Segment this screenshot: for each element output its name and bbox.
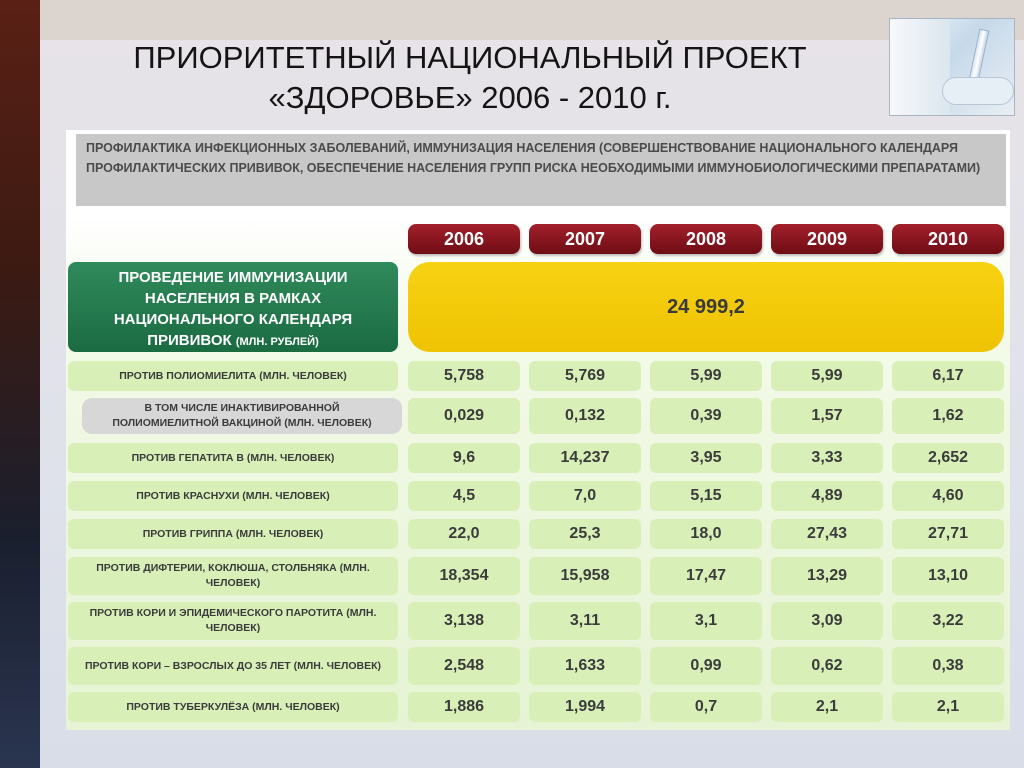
value-cell: 1,57: [771, 398, 883, 434]
value-cell: 1,886: [408, 692, 520, 722]
glove-hand: [942, 77, 1014, 105]
value-cell: 4,89: [771, 481, 883, 511]
value-cell: 3,11: [529, 602, 641, 640]
table-header-band: ПРОФИЛАКТИКА ИНФЕКЦИОННЫХ ЗАБОЛЕВАНИЙ, И…: [76, 134, 1006, 206]
value-cell: 5,769: [529, 361, 641, 391]
value-cell: 1,633: [529, 647, 641, 685]
row-label: ПРОТИВ КРАСНУХИ (МЛН. ЧЕЛОВЕК): [68, 481, 398, 511]
value-cell: 7,0: [529, 481, 641, 511]
value-cell: 18,354: [408, 557, 520, 595]
value-cell: 3,33: [771, 443, 883, 473]
value-cell: 1,62: [892, 398, 1004, 434]
value-cell: 18,0: [650, 519, 762, 549]
title-line-1: ПРИОРИТЕТНЫЙ НАЦИОНАЛЬНЫЙ ПРОЕКТ: [133, 40, 807, 75]
doctor-coat: [890, 19, 950, 115]
value-cell: 0,62: [771, 647, 883, 685]
row-label: ПРОТИВ ТУБЕРКУЛЁЗА (МЛН. ЧЕЛОВЕК): [68, 692, 398, 722]
value-cell: 3,22: [892, 602, 1004, 640]
value-cell: 4,5: [408, 481, 520, 511]
row-label: ПРОТИВ КОРИ – ВЗРОСЛЫХ ДО 35 ЛЕТ (МЛН. Ч…: [68, 647, 398, 685]
summary-value: 24 999,2: [408, 262, 1004, 352]
value-cell: 0,38: [892, 647, 1004, 685]
value-cell: 14,237: [529, 443, 641, 473]
value-cell: 25,3: [529, 519, 641, 549]
value-cell: 3,138: [408, 602, 520, 640]
title-line-2: «ЗДОРОВЬЕ» 2006 - 2010 г.: [268, 80, 672, 115]
value-cell: 0,132: [529, 398, 641, 434]
row-label: ПРОТИВ ДИФТЕРИИ, КОКЛЮША, СТОЛБНЯКА (МЛН…: [68, 557, 398, 595]
summary-label: ПРОВЕДЕНИЕ ИММУНИЗАЦИИ НАСЕЛЕНИЯ В РАМКА…: [68, 262, 398, 352]
value-cell: 13,29: [771, 557, 883, 595]
value-cell: 2,1: [771, 692, 883, 722]
value-cell: 27,71: [892, 519, 1004, 549]
value-cell: 3,95: [650, 443, 762, 473]
row-label: В ТОМ ЧИСЛЕ ИНАКТИВИРОВАННОЙ ПОЛИОМИЕЛИТ…: [82, 398, 402, 434]
value-cell: 9,6: [408, 443, 520, 473]
value-cell: 0,39: [650, 398, 762, 434]
value-cell: 2,548: [408, 647, 520, 685]
year-badge: 2006: [408, 224, 520, 254]
value-cell: 17,47: [650, 557, 762, 595]
year-badge: 2009: [771, 224, 883, 254]
value-cell: 2,1: [892, 692, 1004, 722]
value-cell: 3,09: [771, 602, 883, 640]
row-label: ПРОТИВ ГЕПАТИТА В (МЛН. ЧЕЛОВЕК): [68, 443, 398, 473]
year-badge: 2008: [650, 224, 762, 254]
slide-title: ПРИОРИТЕТНЫЙ НАЦИОНАЛЬНЫЙ ПРОЕКТ «ЗДОРОВ…: [70, 38, 870, 118]
left-decoration-strip: [0, 0, 40, 768]
year-badge: 2010: [892, 224, 1004, 254]
value-cell: 1,994: [529, 692, 641, 722]
value-cell: 13,10: [892, 557, 1004, 595]
row-label: ПРОТИВ ГРИППА (МЛН. ЧЕЛОВЕК): [68, 519, 398, 549]
value-cell: 27,43: [771, 519, 883, 549]
doctor-syringe-photo: [889, 18, 1015, 116]
year-badge: 2007: [529, 224, 641, 254]
value-cell: 5,99: [771, 361, 883, 391]
value-cell: 0,99: [650, 647, 762, 685]
row-label: ПРОТИВ КОРИ И ЭПИДЕМИЧЕСКОГО ПАРОТИТА (М…: [68, 602, 398, 640]
value-cell: 0,7: [650, 692, 762, 722]
row-label: ПРОТИВ ПОЛИОМИЕЛИТА (МЛН. ЧЕЛОВЕК): [68, 361, 398, 391]
value-cell: 4,60: [892, 481, 1004, 511]
value-cell: 0,029: [408, 398, 520, 434]
summary-unit: (МЛН. РУБЛЕЙ): [235, 336, 319, 348]
value-cell: 2,652: [892, 443, 1004, 473]
value-cell: 5,758: [408, 361, 520, 391]
summary-label-text: ПРОВЕДЕНИЕ ИММУНИЗАЦИИ НАСЕЛЕНИЯ В РАМКА…: [113, 269, 353, 349]
value-cell: 22,0: [408, 519, 520, 549]
value-cell: 6,17: [892, 361, 1004, 391]
value-cell: 5,99: [650, 361, 762, 391]
value-cell: 5,15: [650, 481, 762, 511]
value-cell: 3,1: [650, 602, 762, 640]
value-cell: 15,958: [529, 557, 641, 595]
